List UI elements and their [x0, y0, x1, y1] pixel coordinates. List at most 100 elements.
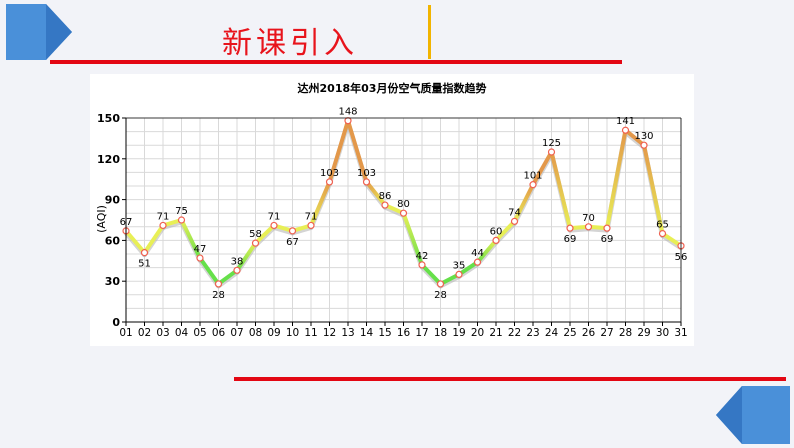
top-left-arrow-shape — [6, 4, 72, 64]
data-point — [159, 221, 167, 230]
aqi-line-chart: 达州2018年03月份空气质量指数趋势 (AQI) 67 51 71 75 47 28 38… — [95, 81, 688, 339]
data-label: 44 — [471, 248, 484, 259]
data-label: 141 — [616, 116, 635, 127]
y-tick-label: 30 — [105, 275, 121, 288]
top-rule — [50, 60, 622, 64]
data-label: 38 — [231, 256, 244, 267]
x-tick-label: 07 — [230, 327, 243, 339]
data-point — [140, 249, 149, 257]
x-tick-label: 27 — [600, 327, 613, 339]
line-segment — [346, 118, 369, 184]
data-label: 60 — [490, 226, 503, 237]
x-tick-label: 04 — [175, 327, 189, 339]
x-tick-label: 15 — [378, 327, 391, 339]
data-point — [270, 221, 278, 230]
line-segment — [531, 150, 554, 187]
data-label: 58 — [249, 229, 262, 240]
x-tick-label: 20 — [471, 327, 484, 339]
x-tick-label: 29 — [637, 327, 650, 339]
line-segment — [494, 219, 517, 243]
line-segment — [309, 179, 332, 228]
data-label: 28 — [434, 290, 447, 301]
line-segment — [457, 260, 480, 277]
data-point — [251, 239, 260, 247]
data-label: 103 — [320, 168, 339, 179]
line-segment — [124, 228, 147, 255]
y-tick-label: 120 — [97, 153, 120, 166]
data-label: 71 — [157, 211, 170, 222]
chart-panel: 达州2018年03月份空气质量指数趋势 (AQI) 67 51 71 75 47 28 38… — [90, 74, 694, 346]
bottom-rule — [234, 377, 786, 381]
x-tick-label: 06 — [212, 327, 226, 339]
data-point — [566, 224, 574, 232]
data-label: 148 — [338, 107, 357, 118]
x-tick-label: 25 — [563, 327, 576, 339]
data-label: 130 — [634, 131, 653, 142]
line-segment — [660, 231, 683, 248]
y-tick-label: 150 — [97, 112, 120, 125]
data-label: 35 — [453, 260, 466, 271]
y-axis-label: (AQI) — [95, 205, 108, 233]
data-point — [658, 230, 667, 238]
data-point — [492, 236, 500, 244]
data-label: 125 — [542, 138, 561, 149]
y-tick-label: 60 — [105, 234, 121, 247]
x-tick-label: 24 — [545, 327, 559, 339]
line-segment — [179, 218, 202, 261]
data-point — [307, 221, 315, 230]
line-segment — [549, 150, 572, 231]
x-tick-label: 09 — [267, 327, 280, 339]
x-tick-label: 02 — [138, 327, 151, 339]
line-segment — [512, 182, 535, 224]
data-point — [381, 201, 389, 209]
data-point — [362, 178, 371, 186]
data-label: 42 — [416, 251, 429, 262]
x-tick-label: 10 — [286, 327, 299, 339]
line-segment — [623, 128, 646, 148]
title-divider — [428, 5, 431, 59]
data-label: 71 — [305, 211, 318, 222]
data-label: 67 — [286, 237, 299, 248]
data-label: 69 — [601, 234, 614, 245]
line-segment — [401, 211, 424, 267]
bottom-right-arrow-shape — [716, 386, 790, 448]
line-segment — [420, 262, 443, 286]
x-tick-label: 26 — [582, 327, 596, 339]
data-label: 103 — [357, 168, 376, 179]
data-label: 47 — [194, 244, 207, 255]
data-label: 70 — [582, 213, 595, 224]
line-segment — [475, 238, 498, 265]
x-tick-label: 21 — [489, 327, 502, 339]
data-label: 80 — [397, 199, 410, 210]
data-point — [603, 224, 611, 232]
x-tick-label: 14 — [360, 327, 374, 339]
data-point — [529, 181, 537, 189]
y-tick-label: 0 — [112, 316, 120, 329]
line-segment — [642, 143, 665, 236]
line-segment — [327, 118, 350, 184]
data-label: 86 — [379, 191, 392, 202]
x-tick-label: 19 — [452, 327, 465, 339]
chart-title: 达州2018年03月份空气质量指数趋势 — [298, 81, 487, 95]
line-segment — [216, 268, 239, 286]
x-tick-label: 03 — [156, 327, 169, 339]
line-segment — [253, 223, 276, 246]
data-label: 101 — [523, 171, 542, 182]
x-tick-label: 13 — [341, 327, 354, 339]
data-point — [399, 209, 408, 217]
x-tick-label: 17 — [415, 327, 428, 339]
data-point — [584, 223, 593, 231]
x-tick-label: 05 — [193, 327, 206, 339]
data-label: 74 — [508, 207, 521, 218]
data-point — [418, 261, 426, 269]
x-tick-label: 18 — [434, 327, 447, 339]
data-label: 75 — [175, 206, 188, 217]
x-tick-label: 12 — [323, 327, 336, 339]
x-tick-label: 16 — [397, 327, 411, 339]
data-label: 65 — [656, 220, 669, 231]
data-point — [436, 280, 445, 288]
data-label: 51 — [138, 259, 151, 270]
x-tick-label: 28 — [619, 327, 632, 339]
x-tick-label: 08 — [249, 327, 262, 339]
data-label: 69 — [564, 234, 577, 245]
